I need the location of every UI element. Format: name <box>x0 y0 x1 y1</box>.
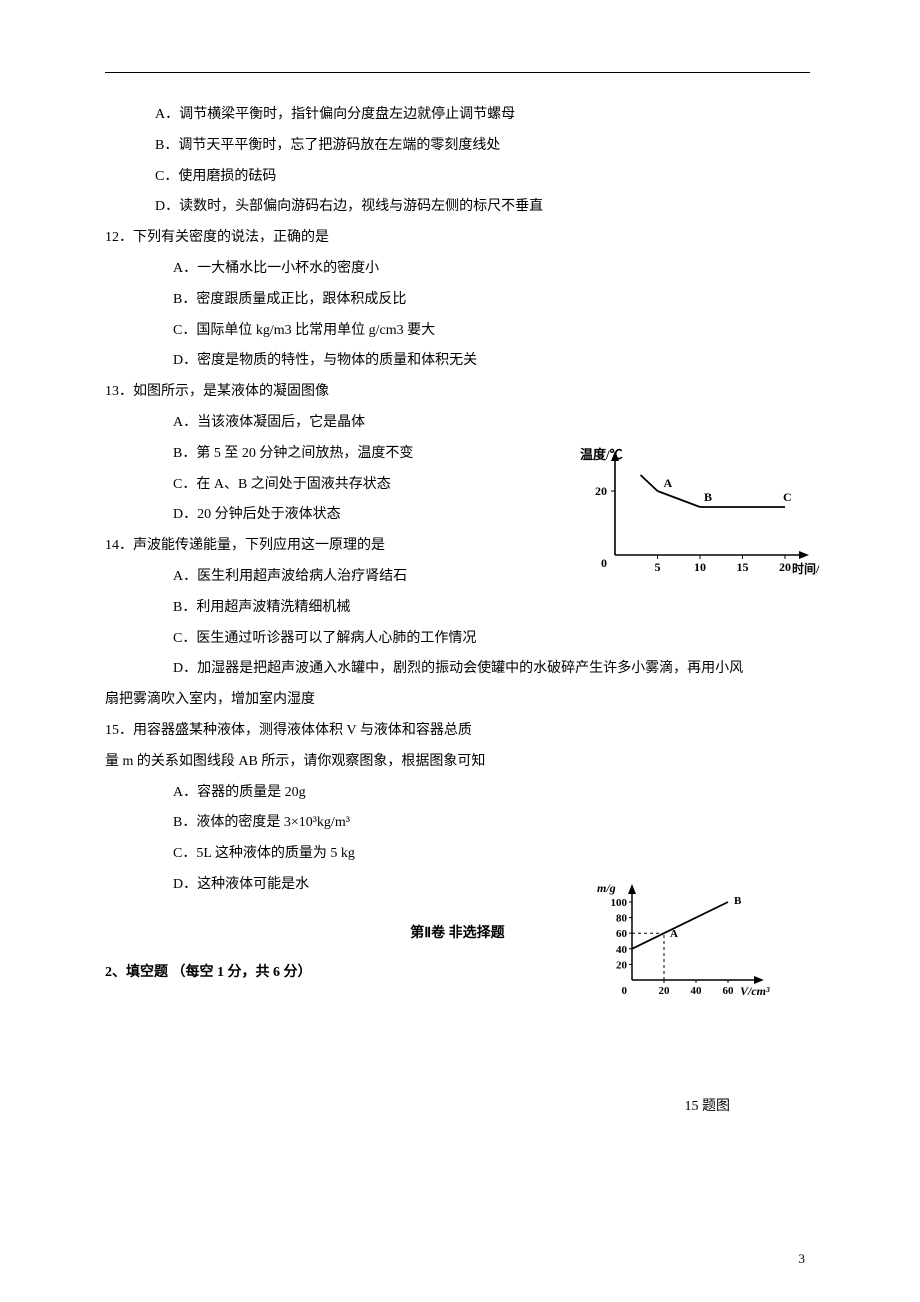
svg-text:100: 100 <box>611 897 628 909</box>
q13-figure: 20 0 5 10 15 20 A B C 温度/℃ 时间/min <box>560 445 820 585</box>
svg-text:0: 0 <box>622 985 628 997</box>
svg-text:60: 60 <box>723 985 735 997</box>
q15-option-a: A．容器的质量是 20g <box>105 778 810 809</box>
q15-stem-l2: 量 m 的关系如图线段 AB 所示，请你观察图象，根据图象可知 <box>105 747 810 778</box>
svg-text:V/cm³: V/cm³ <box>740 984 770 998</box>
page-number: 3 <box>799 1245 806 1274</box>
svg-text:m/g: m/g <box>597 881 616 895</box>
top-rule <box>105 72 810 73</box>
svg-text:B: B <box>734 895 742 907</box>
svg-text:10: 10 <box>694 560 706 574</box>
svg-text:温度/℃: 温度/℃ <box>580 447 623 462</box>
q12-option-b: B．密度跟质量成正比，跟体积成反比 <box>105 285 810 316</box>
q15-option-b: B．液体的密度是 3×10³kg/m³ <box>105 808 810 839</box>
svg-text:20: 20 <box>779 560 791 574</box>
svg-text:20: 20 <box>659 985 671 997</box>
svg-text:20: 20 <box>616 959 628 971</box>
q11-option-a: A．调节横梁平衡时，指针偏向分度盘左边就停止调节螺母 <box>105 100 810 131</box>
q12-option-a: A．一大桶水比一小杯水的密度小 <box>105 254 810 285</box>
q12-option-d: D．密度是物质的特性，与物体的质量和体积无关 <box>105 346 810 377</box>
svg-text:80: 80 <box>616 913 628 925</box>
q11-option-b: B．调节天平平衡时，忘了把游码放在左端的零刻度线处 <box>105 131 810 162</box>
fig15-caption: 15 题图 <box>685 1092 731 1123</box>
svg-text:C: C <box>783 490 792 504</box>
svg-text:40: 40 <box>691 985 703 997</box>
q15-stem-l1: 15．用容器盛某种液体，测得液体体积 V 与液体和容器总质 <box>105 716 810 747</box>
q14-option-b: B．利用超声波精洗精细机械 <box>105 593 810 624</box>
svg-text:0: 0 <box>601 556 607 570</box>
svg-text:A: A <box>670 928 678 940</box>
svg-text:A: A <box>664 476 673 490</box>
q14-option-d-l2: 扇把雾滴吹入室内，增加室内湿度 <box>105 685 810 716</box>
q13-option-a: A．当该液体凝固后，它是晶体 <box>105 408 810 439</box>
q11-option-d: D．读数时，头部偏向游码右边，视线与游码左侧的标尺不垂直 <box>105 192 810 223</box>
svg-text:40: 40 <box>616 944 628 956</box>
svg-text:B: B <box>704 490 712 504</box>
q13-stem: 13．如图所示，是某液体的凝固图像 <box>105 377 810 408</box>
q14-option-d-l1: D．加湿器是把超声波通入水罐中，剧烈的振动会使罐中的水破碎产生许多小雾滴，再用小… <box>105 654 810 685</box>
q12-stem: 12．下列有关密度的说法，正确的是 <box>105 223 810 254</box>
svg-text:15: 15 <box>737 560 749 574</box>
svg-text:60: 60 <box>616 928 628 940</box>
q11-option-c: C．使用磨损的砝码 <box>105 162 810 193</box>
q15-figure: 20 40 60 80 100 20 40 60 0 A Bm/g V/cm³ <box>590 880 800 1000</box>
q12-option-c: C．国际单位 kg/m3 比常用单位 g/cm3 要大 <box>105 316 810 347</box>
svg-text:时间/min: 时间/min <box>792 561 820 576</box>
svg-text:5: 5 <box>655 560 661 574</box>
q14-option-c: C．医生通过听诊器可以了解病人心肺的工作情况 <box>105 624 810 655</box>
q15-option-c: C．5L 这种液体的质量为 5 kg <box>105 839 810 870</box>
svg-text:20: 20 <box>595 484 607 498</box>
